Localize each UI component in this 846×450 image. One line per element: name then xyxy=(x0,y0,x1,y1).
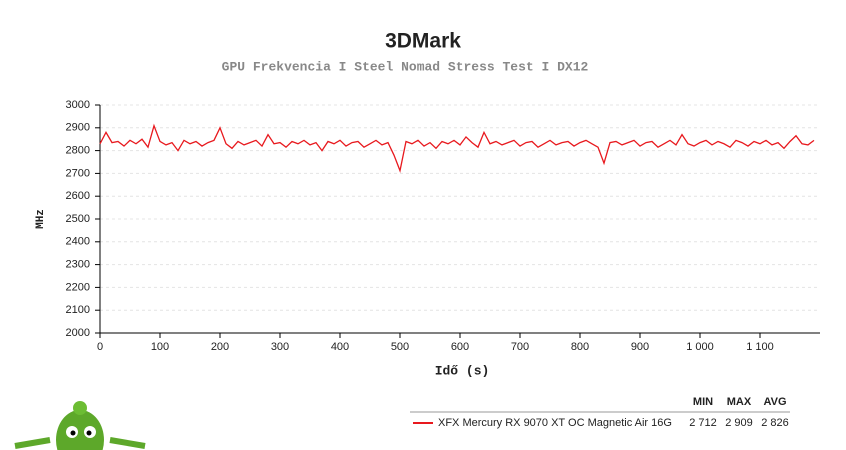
y-tick-label: 3000 xyxy=(66,99,90,111)
x-tick-label: 700 xyxy=(511,341,529,353)
x-tick-label: 0 xyxy=(97,341,103,353)
y-tick-label: 2200 xyxy=(66,281,90,293)
stats-value: 2 712 xyxy=(689,417,717,429)
y-tick-label: 2000 xyxy=(66,327,90,339)
x-tick-label: 600 xyxy=(451,341,469,353)
x-tick-label: 800 xyxy=(571,341,589,353)
chart-title: 3DMark xyxy=(385,30,461,53)
x-tick-label: 1 100 xyxy=(746,341,774,353)
y-tick-label: 2100 xyxy=(66,304,90,316)
x-tick-label: 400 xyxy=(331,341,349,353)
stats-header: MIN xyxy=(693,396,713,408)
x-tick-label: 1 000 xyxy=(686,341,714,353)
y-tick-label: 2500 xyxy=(66,213,90,225)
x-tick-label: 100 xyxy=(151,341,169,353)
stats-value: 2 826 xyxy=(761,417,789,429)
mascot xyxy=(14,401,146,450)
y-tick-label: 2800 xyxy=(66,145,90,157)
x-tick-label: 900 xyxy=(631,341,649,353)
y-tick-label: 2900 xyxy=(66,122,90,134)
y-axis-label: MHz xyxy=(35,209,47,229)
data-line xyxy=(99,123,815,173)
y-tick-label: 2700 xyxy=(66,167,90,179)
x-tick-label: 300 xyxy=(271,341,289,353)
x-tick-label: 200 xyxy=(211,341,229,353)
y-tick-label: 2600 xyxy=(66,190,90,202)
x-tick-label: 500 xyxy=(391,341,409,353)
y-tick-label: 2300 xyxy=(66,259,90,271)
stats-value: 2 909 xyxy=(725,417,753,429)
y-tick-label: 2400 xyxy=(66,236,90,248)
legend-label: XFX Mercury RX 9070 XT OC Magnetic Air 1… xyxy=(438,417,672,429)
stats-header: AVG xyxy=(763,396,786,408)
x-axis-label: Idő (s) xyxy=(435,363,490,378)
stats-header: MAX xyxy=(727,396,752,408)
chart-subtitle: GPU Frekvencia I Steel Nomad Stress Test… xyxy=(222,59,589,74)
